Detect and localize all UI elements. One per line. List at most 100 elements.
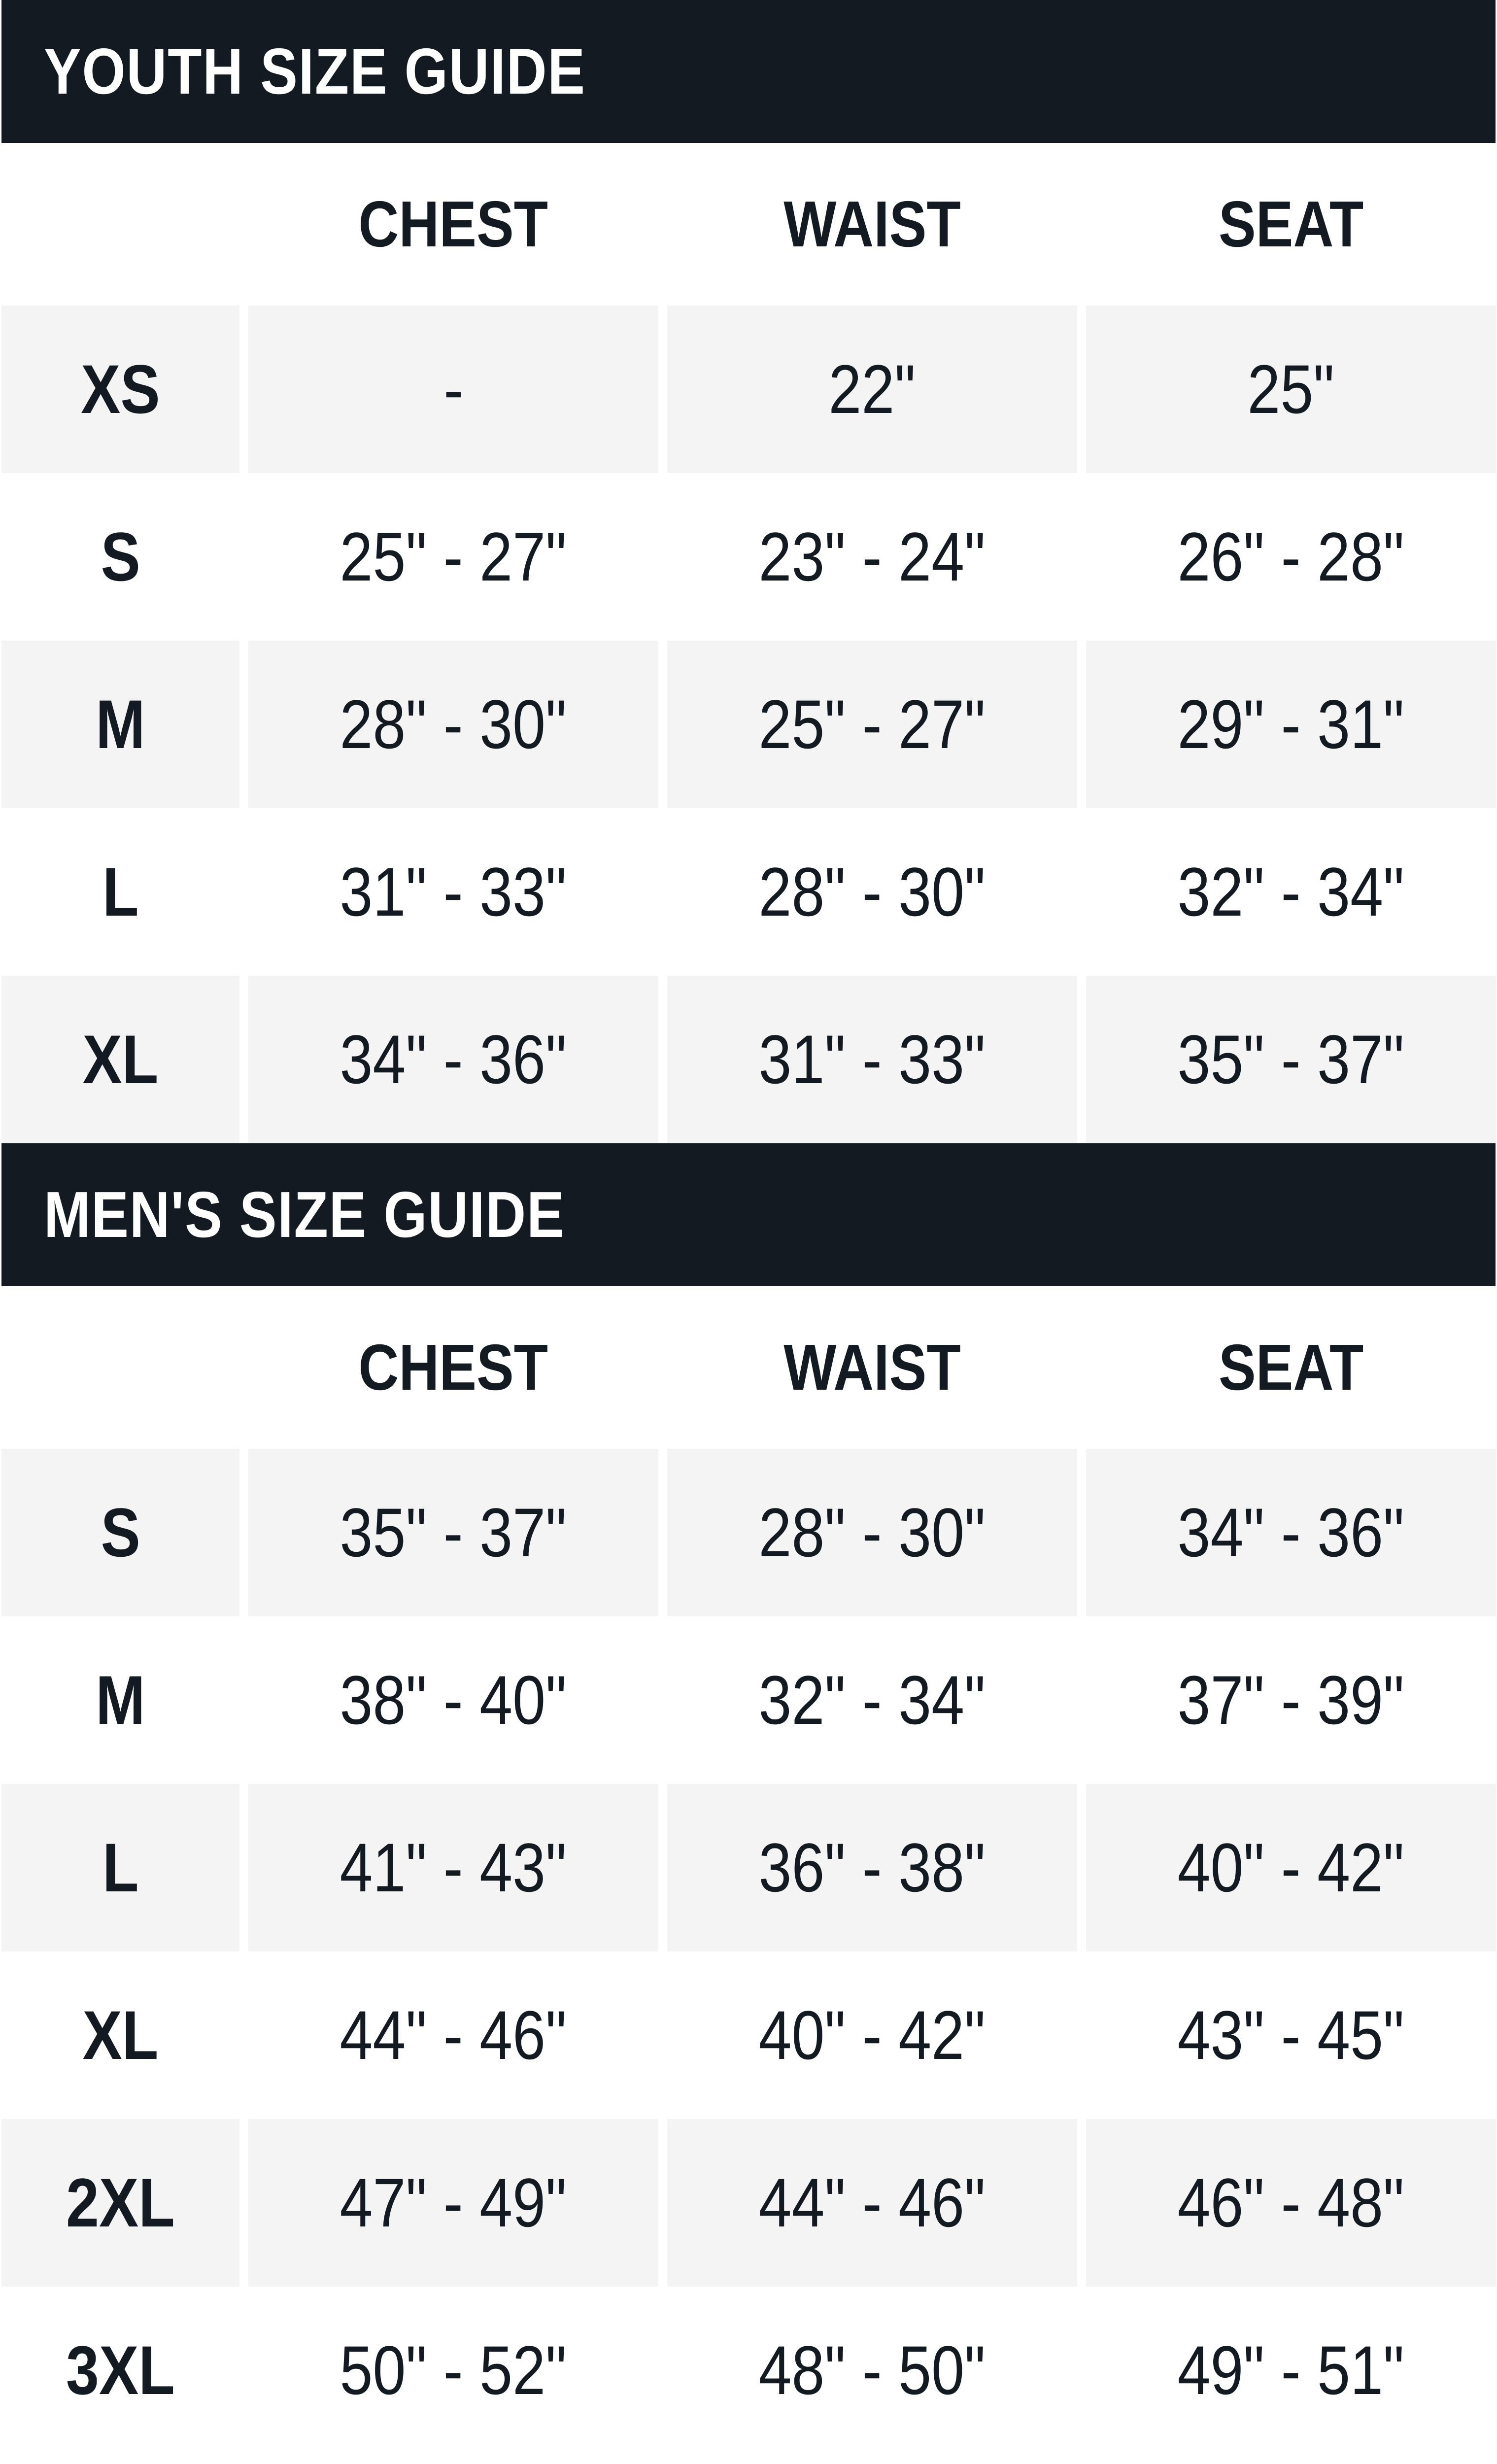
table-row: 2XL 47" - 49" 44" - 46" 46" - 48"	[1, 2119, 1496, 2287]
seat-cell: 29" - 31"	[1086, 641, 1496, 808]
column-header-row: CHEST WAIST SEAT	[1, 143, 1496, 306]
seat-cell: 49" - 51"	[1086, 2287, 1496, 2454]
column-header-label: WAIST	[783, 188, 961, 260]
waist-cell: 36" - 38"	[667, 1784, 1077, 1951]
seat-value: 46" - 48"	[1177, 2164, 1405, 2241]
size-label-cell: 2XL	[1, 2119, 239, 2287]
seat-value: 29" - 31"	[1177, 685, 1405, 763]
column-header: WAIST	[667, 1286, 1077, 1449]
size-label: 3XL	[66, 2331, 175, 2409]
empty-header-cell	[1, 143, 239, 306]
waist-cell: 44" - 46"	[667, 2119, 1077, 2287]
waist-value: 31" - 33"	[758, 1021, 986, 1098]
waist-cell: 40" - 42"	[667, 1951, 1077, 2119]
chest-cell: 44" - 46"	[248, 1951, 658, 2119]
chest-cell: 35" - 37"	[248, 1449, 658, 1616]
waist-value: 22"	[828, 350, 916, 428]
size-label: 2XL	[66, 2164, 175, 2241]
waist-value: 40" - 42"	[758, 1996, 986, 2074]
column-header-row: CHEST WAIST SEAT	[1, 1286, 1496, 1449]
waist-cell: 48" - 50"	[667, 2287, 1077, 2454]
seat-value: 40" - 42"	[1177, 1829, 1405, 1906]
seat-cell: 40" - 42"	[1086, 1784, 1496, 1951]
table-row: L 31" - 33" 28" - 30" 32" - 34"	[1, 808, 1496, 976]
size-label: L	[102, 853, 139, 930]
chest-value: -	[443, 350, 464, 428]
seat-value: 49" - 51"	[1177, 2331, 1405, 2409]
waist-cell: 31" - 33"	[667, 976, 1077, 1143]
chest-cell: 47" - 49"	[248, 2119, 658, 2287]
table-row: XS - 22" 25"	[1, 306, 1496, 473]
section-title: MEN'S SIZE GUIDE	[44, 1178, 565, 1251]
waist-cell: 22"	[667, 306, 1077, 473]
size-label-cell: M	[1, 1616, 239, 1784]
column-header-label: WAIST	[783, 1331, 961, 1403]
mens-title-bar: MEN'S SIZE GUIDE	[1, 1143, 1496, 1286]
chest-cell: 28" - 30"	[248, 641, 658, 808]
waist-value: 36" - 38"	[758, 1829, 986, 1906]
waist-cell: 28" - 30"	[667, 808, 1077, 976]
column-header-label: CHEST	[358, 1331, 548, 1403]
size-label: XL	[82, 1996, 159, 2074]
waist-value: 25" - 27"	[758, 685, 986, 763]
seat-cell: 25"	[1086, 306, 1496, 473]
table-row: S 35" - 37" 28" - 30" 34" - 36"	[1, 1449, 1496, 1616]
column-header: SEAT	[1086, 143, 1496, 306]
table-row: XL 34" - 36" 31" - 33" 35" - 37"	[1, 976, 1496, 1143]
table-row: 3XL 50" - 52" 48" - 50" 49" - 51"	[1, 2287, 1496, 2454]
size-label: M	[96, 685, 145, 763]
waist-cell: 32" - 34"	[667, 1616, 1077, 1784]
size-label-cell: S	[1, 473, 239, 641]
section-title: YOUTH SIZE GUIDE	[44, 35, 586, 107]
waist-value: 44" - 46"	[758, 2164, 986, 2241]
column-header: CHEST	[248, 143, 658, 306]
table-row: S 25" - 27" 23" - 24" 26" - 28"	[1, 473, 1496, 641]
chest-value: 44" - 46"	[340, 1996, 567, 2074]
column-header-label: CHEST	[358, 188, 548, 260]
chest-cell: 31" - 33"	[248, 808, 658, 976]
seat-cell: 35" - 37"	[1086, 976, 1496, 1143]
column-header: CHEST	[248, 1286, 658, 1449]
seat-value: 26" - 28"	[1177, 518, 1405, 595]
table-row: L 41" - 43" 36" - 38" 40" - 42"	[1, 1784, 1496, 1951]
seat-value: 43" - 45"	[1177, 1996, 1405, 2074]
chest-cell: -	[248, 306, 658, 473]
chest-value: 35" - 37"	[340, 1494, 567, 1571]
size-label-cell: S	[1, 1449, 239, 1616]
size-label: S	[101, 518, 140, 595]
chest-value: 47" - 49"	[340, 2164, 567, 2241]
chest-cell: 34" - 36"	[248, 976, 658, 1143]
size-label-cell: L	[1, 1784, 239, 1951]
chest-cell: 50" - 52"	[248, 2287, 658, 2454]
size-label: XS	[81, 350, 160, 428]
seat-value: 37" - 39"	[1177, 1661, 1405, 1739]
chest-value: 41" - 43"	[340, 1829, 567, 1906]
column-header: WAIST	[667, 143, 1077, 306]
size-label: M	[96, 1661, 145, 1739]
seat-cell: 34" - 36"	[1086, 1449, 1496, 1616]
chest-cell: 38" - 40"	[248, 1616, 658, 1784]
seat-value: 32" - 34"	[1177, 853, 1405, 930]
size-label-cell: XS	[1, 306, 239, 473]
size-label-cell: L	[1, 808, 239, 976]
mens-size-guide: MEN'S SIZE GUIDE CHEST WAIST SEAT S 35" - 37"…	[1, 1143, 1496, 2454]
chest-value: 38" - 40"	[340, 1661, 567, 1739]
size-label-cell: M	[1, 641, 239, 808]
seat-value: 35" - 37"	[1177, 1021, 1405, 1098]
chest-cell: 25" - 27"	[248, 473, 658, 641]
empty-header-cell	[1, 1286, 239, 1449]
seat-cell: 37" - 39"	[1086, 1616, 1496, 1784]
waist-value: 23" - 24"	[758, 518, 986, 595]
seat-cell: 26" - 28"	[1086, 473, 1496, 641]
size-label: L	[102, 1829, 139, 1906]
youth-size-guide: YOUTH SIZE GUIDE CHEST WAIST SEAT XS - 22" 25" S…	[1, 0, 1496, 1143]
table-row: M 38" - 40" 32" - 34" 37" - 39"	[1, 1616, 1496, 1784]
size-label-cell: 3XL	[1, 2287, 239, 2454]
waist-value: 28" - 30"	[758, 1494, 986, 1571]
chest-cell: 41" - 43"	[248, 1784, 658, 1951]
youth-title-bar: YOUTH SIZE GUIDE	[1, 0, 1496, 143]
column-header: SEAT	[1086, 1286, 1496, 1449]
seat-cell: 32" - 34"	[1086, 808, 1496, 976]
waist-cell: 25" - 27"	[667, 641, 1077, 808]
